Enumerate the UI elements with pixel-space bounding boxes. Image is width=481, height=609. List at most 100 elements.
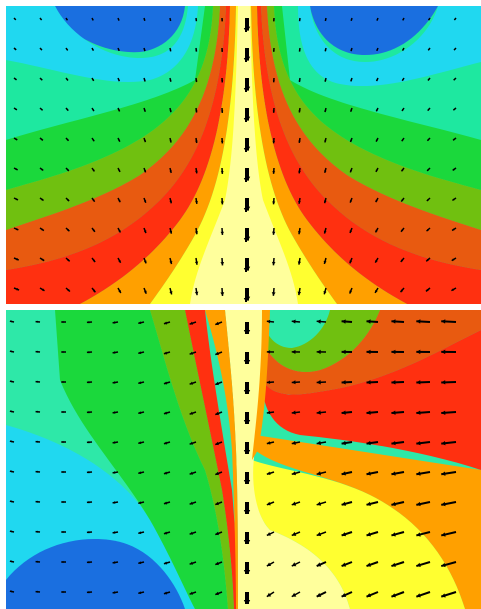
flow-arrow-head — [391, 532, 396, 537]
flow-arrow-head — [35, 560, 38, 563]
bottom-orange-region — [255, 435, 481, 609]
flow-arrow-head — [366, 593, 372, 598]
bottom-vector-arrows — [9, 319, 457, 604]
flow-arrow-head — [220, 261, 225, 266]
top-red-band — [6, 6, 230, 304]
flow-arrow-head — [215, 321, 219, 326]
flow-arrow-head — [243, 330, 249, 334]
flow-arrow-head — [291, 501, 297, 506]
flow-arrow-head — [118, 169, 121, 172]
flow-arrow-head — [400, 259, 404, 262]
flow-arrow-head — [266, 592, 272, 597]
flow-arrow-head — [366, 532, 371, 537]
flow-arrow-head — [376, 139, 378, 142]
flow-arrow-head — [441, 349, 446, 355]
flow-arrow-head — [401, 199, 404, 202]
flow-arrow-head — [316, 501, 322, 506]
flow-arrow-head — [441, 562, 446, 568]
top-left-blue-region — [55, 6, 185, 53]
flow-arrow-head — [61, 350, 64, 354]
flow-arrow-head — [138, 411, 142, 415]
flow-arrow-head — [441, 471, 446, 476]
flow-arrow-head — [291, 531, 297, 536]
flow-arrow-head — [92, 169, 95, 172]
flow-arrow-head — [67, 288, 70, 292]
flow-arrow-head — [112, 591, 116, 594]
flow-arrow-head — [215, 561, 219, 566]
flow-arrow-head — [195, 19, 198, 22]
flow-arrow-head — [316, 319, 321, 324]
flow-arrow-head — [61, 410, 64, 414]
flow-arrow-head — [366, 319, 371, 324]
flow-arrow-head — [195, 80, 198, 83]
flow-arrow-head — [194, 261, 199, 265]
flow-arrow-head — [86, 320, 90, 324]
flow-arrow-head — [243, 238, 249, 242]
flow-arrow-head — [272, 110, 276, 113]
flow-arrow-head — [40, 78, 43, 81]
flow-arrow-head — [215, 381, 219, 386]
flow-arrow-head — [163, 411, 168, 415]
flow-arrow-head — [416, 562, 421, 568]
flow-arrow-head — [92, 289, 96, 293]
flow-arrow-head — [376, 79, 378, 82]
flow-arrow-head — [243, 298, 249, 302]
flow-arrow-head — [427, 78, 430, 81]
flow-arrow-head — [195, 170, 198, 174]
flow-arrow-head — [92, 199, 95, 202]
flow-arrow-head — [215, 441, 219, 446]
flow-arrow-head — [86, 470, 90, 474]
flow-arrow-head — [138, 321, 142, 325]
flow-arrow-head — [452, 198, 455, 201]
flow-arrow-head — [243, 118, 249, 122]
flow-arrow-head — [316, 562, 322, 567]
flow-arrow-head — [9, 560, 12, 563]
flow-arrow-head — [366, 471, 371, 476]
top-right-blue-region — [310, 6, 438, 55]
flow-arrow-head — [189, 471, 194, 475]
flow-arrow-head — [143, 260, 147, 264]
flow-arrow-head — [266, 441, 271, 445]
flow-arrow-head — [118, 229, 121, 233]
flow-arrow-head — [453, 108, 456, 111]
flow-arrow-head — [112, 381, 116, 384]
flow-arrow-head — [195, 49, 198, 52]
flow-arrow-head — [428, 48, 430, 51]
flow-arrow-head — [15, 168, 18, 170]
flow-arrow-head — [391, 410, 396, 415]
flow-arrow-head — [298, 170, 301, 174]
flow-arrow-head — [86, 530, 90, 534]
flow-arrow-head — [112, 561, 116, 564]
flow-arrow-head — [376, 49, 379, 51]
flow-arrow-head — [195, 140, 198, 143]
flow-arrow-head — [375, 229, 378, 233]
flow-arrow-head — [189, 591, 194, 595]
flow-arrow-head — [61, 440, 64, 444]
top-red-band-right — [257, 6, 481, 304]
flow-arrow-head — [143, 109, 146, 112]
flow-arrow-head — [169, 140, 172, 143]
flow-arrow-head — [9, 470, 12, 473]
flow-arrow-head — [271, 261, 276, 266]
flow-arrow-head — [14, 18, 16, 20]
flow-arrow-head — [272, 171, 276, 174]
flow-arrow-head — [425, 288, 429, 292]
flow-arrow-head — [9, 320, 12, 323]
flow-arrow-head — [92, 109, 94, 112]
flow-arrow-head — [391, 562, 396, 567]
flow-arrow-head — [138, 591, 142, 595]
flow-arrow-head — [243, 148, 249, 152]
flow-arrow-head — [316, 440, 321, 446]
flow-arrow-head — [416, 380, 421, 385]
bottom-center-red-strip — [185, 310, 238, 609]
flow-arrow-head — [41, 168, 44, 171]
flow-arrow-head — [112, 531, 116, 534]
flow-arrow-head — [138, 531, 142, 535]
flow-arrow-head — [402, 49, 404, 51]
bottom-pale-core — [225, 310, 350, 609]
flow-arrow-head — [324, 19, 327, 21]
flow-arrow-head — [324, 170, 327, 173]
flow-arrow-head — [441, 593, 446, 598]
flow-arrow-head — [291, 380, 296, 385]
flow-arrow-head — [92, 259, 96, 263]
